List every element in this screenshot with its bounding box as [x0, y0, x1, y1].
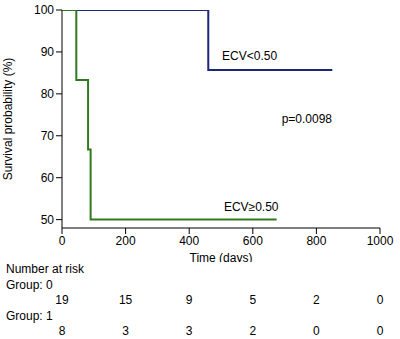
svg-text:p=0.0098: p=0.0098 [282, 112, 333, 126]
svg-text:100: 100 [34, 3, 54, 17]
html-text:Group: 0: Group: 0 [6, 277, 53, 292]
svg-text:ECV<0.50: ECV<0.50 [222, 49, 277, 63]
html-text:0: 0 [376, 293, 384, 307]
html-text:9: 9 [185, 293, 193, 307]
html-text:2: 2 [313, 293, 320, 307]
svg-text:80: 80 [41, 87, 55, 101]
svg-text:400: 400 [179, 234, 199, 248]
html-text:Number at risk: Number at risk [6, 262, 84, 276]
svg-text:50: 50 [41, 213, 55, 227]
html-text:3: 3 [122, 324, 129, 338]
svg-text:Survival probability (%): Survival probability (%) [8, 58, 15, 181]
svg-text:90: 90 [41, 45, 55, 59]
html-text:5: 5 [249, 293, 257, 307]
html-text:0: 0 [376, 324, 384, 338]
html-text:0: 0 [313, 324, 320, 338]
html-text:15: 15 [118, 293, 133, 307]
svg-text:200: 200 [116, 234, 136, 248]
svg-text:70: 70 [41, 129, 55, 143]
html-text:2: 2 [249, 324, 257, 338]
svg-text:ECV≥0.50: ECV≥0.50 [224, 200, 279, 214]
svg-text:600: 600 [243, 234, 263, 248]
svg-text:800: 800 [306, 234, 326, 248]
html-text:Group: 1: Group: 1 [6, 308, 53, 323]
svg-text:0: 0 [59, 234, 66, 248]
html-text:3: 3 [185, 324, 193, 338]
svg-text:60: 60 [41, 171, 55, 185]
svg-text:1000: 1000 [367, 234, 392, 248]
svg-text:Time (days): Time (days) [190, 251, 253, 262]
html-text:19: 19 [55, 293, 69, 307]
html-text:8: 8 [58, 324, 66, 338]
